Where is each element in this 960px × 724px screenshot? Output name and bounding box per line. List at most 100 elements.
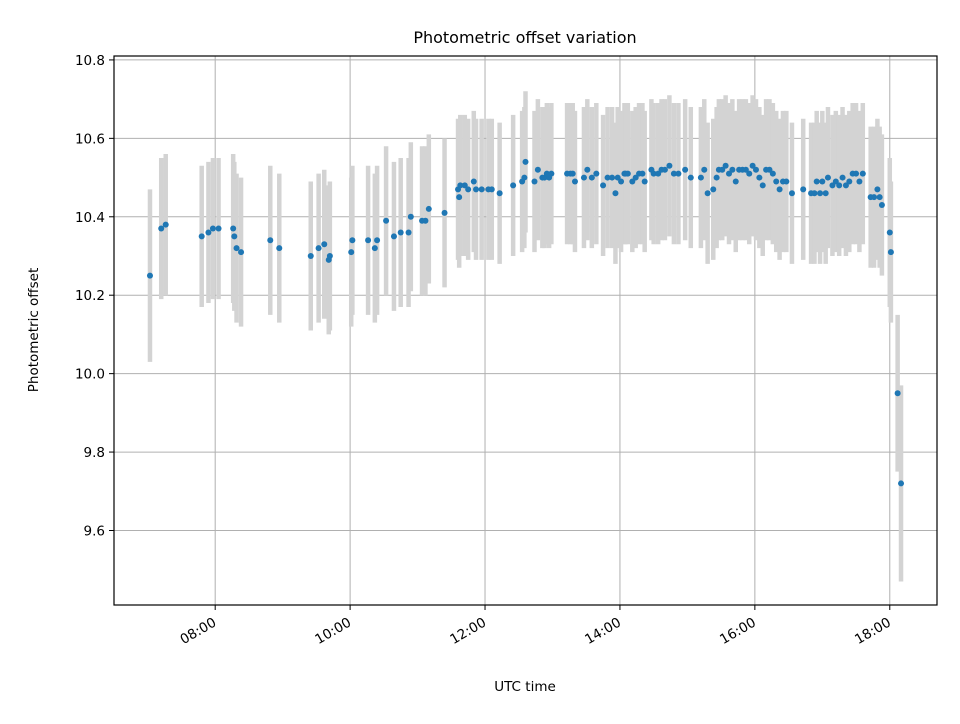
data-point <box>719 166 726 173</box>
plot-frame <box>113 55 938 606</box>
data-point <box>584 166 591 173</box>
data-point <box>878 202 885 209</box>
data-point <box>348 249 355 256</box>
data-point <box>215 225 222 232</box>
data-point <box>390 233 397 240</box>
data-point <box>661 166 668 173</box>
data-point <box>461 182 468 189</box>
data-point <box>729 166 736 173</box>
data-point <box>813 178 820 185</box>
data-point <box>315 245 322 252</box>
data-point <box>588 174 595 181</box>
data-point <box>604 174 611 181</box>
data-point <box>752 166 759 173</box>
y-axis-ticks: 9.6 9.8 10.0 10.2 10.4 10.6 10.8 <box>75 53 114 539</box>
data-point <box>726 170 733 177</box>
data-point <box>521 174 528 181</box>
data-point <box>886 229 893 236</box>
data-point <box>704 190 711 197</box>
data-point <box>624 170 631 177</box>
data-point <box>710 186 717 193</box>
data-point <box>374 237 381 244</box>
data-point <box>666 162 673 169</box>
data-point <box>571 178 578 185</box>
data-point <box>233 245 240 252</box>
data-point <box>887 249 894 256</box>
data-point <box>326 252 333 259</box>
data-point <box>365 237 372 244</box>
data-point <box>766 166 773 173</box>
data-point <box>162 221 169 228</box>
data-point <box>231 233 238 240</box>
data-point <box>639 170 646 177</box>
data-point <box>682 166 689 173</box>
data-point <box>238 249 245 256</box>
data-point <box>871 194 878 201</box>
data-point <box>894 390 901 397</box>
data-point <box>836 182 843 189</box>
data-point <box>641 178 648 185</box>
data-point <box>600 182 607 189</box>
data-point <box>510 182 517 189</box>
data-point <box>569 170 576 177</box>
data-point <box>722 162 729 169</box>
data-point <box>456 194 463 201</box>
data-point <box>473 186 480 193</box>
data-point <box>457 182 464 189</box>
data-point <box>632 174 639 181</box>
data-point <box>817 190 824 197</box>
y-tick-label: 9.6 <box>84 523 105 539</box>
data-point <box>612 190 619 197</box>
data-point <box>321 241 328 248</box>
data-point <box>441 209 448 216</box>
x-axis-label: UTC time <box>494 679 556 695</box>
data-point <box>788 190 795 197</box>
data-point <box>405 229 412 236</box>
data-point <box>655 170 662 177</box>
y-tick-label: 10.6 <box>75 131 105 147</box>
data-point <box>769 170 776 177</box>
y-tick-label: 10.2 <box>75 288 105 304</box>
data-point <box>819 178 826 185</box>
y-tick-label: 10.4 <box>75 210 105 226</box>
data-point <box>614 174 621 181</box>
data-point <box>859 170 866 177</box>
data-point <box>205 229 212 236</box>
data-point <box>307 252 314 259</box>
data-point <box>670 170 677 177</box>
data-point <box>593 170 600 177</box>
y-tick-label: 10.8 <box>75 53 105 69</box>
data-point <box>701 166 708 173</box>
data-point <box>609 174 616 181</box>
data-point <box>267 237 274 244</box>
data-point <box>534 166 541 173</box>
data-point <box>230 225 237 232</box>
grid <box>114 56 937 605</box>
data-point <box>759 182 766 189</box>
data-point <box>773 178 780 185</box>
data-point <box>276 245 283 252</box>
data-point <box>397 229 404 236</box>
data-point <box>783 178 790 185</box>
data-point <box>853 170 860 177</box>
data-point <box>829 182 836 189</box>
data-point <box>478 186 485 193</box>
data-point <box>158 225 165 232</box>
data-point <box>407 213 414 220</box>
data-point <box>776 186 783 193</box>
data-points <box>146 158 905 487</box>
data-point <box>465 186 472 193</box>
data-point <box>422 217 429 224</box>
y-tick-label: 9.8 <box>84 445 105 461</box>
data-point <box>198 233 205 240</box>
data-point <box>629 178 636 185</box>
data-point <box>580 174 587 181</box>
data-point <box>832 178 839 185</box>
data-point <box>522 158 529 165</box>
data-point <box>842 182 849 189</box>
data-point <box>876 194 883 201</box>
data-point <box>209 225 216 232</box>
data-point <box>371 245 378 252</box>
data-point <box>898 480 905 487</box>
